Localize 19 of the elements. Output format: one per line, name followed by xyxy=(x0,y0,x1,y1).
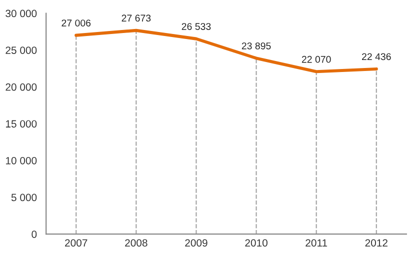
data-label: 22 070 xyxy=(302,56,331,63)
data-label: 23 895 xyxy=(242,42,271,50)
y-tick-label: 5 000 xyxy=(11,194,37,202)
data-label: 22 436 xyxy=(362,53,391,60)
data-label: 27 673 xyxy=(122,14,151,22)
x-tick-label: 2012 xyxy=(365,239,388,247)
y-tick-label: 30 000 xyxy=(6,10,37,18)
data-label: 26 533 xyxy=(182,23,211,30)
y-tick-label: 20 000 xyxy=(6,83,37,91)
x-tick-label: 2010 xyxy=(245,239,268,247)
y-tick-label: 25 000 xyxy=(6,46,37,54)
x-tick-label: 2009 xyxy=(185,239,208,247)
y-tick-label: 0 xyxy=(32,230,37,238)
y-tick-label: 10 000 xyxy=(6,156,37,164)
y-tick-label: 15 000 xyxy=(6,120,37,128)
data-label: 27 006 xyxy=(62,20,91,26)
x-tick-label: 2008 xyxy=(125,239,148,247)
x-tick-label: 2011 xyxy=(306,239,328,247)
x-tick-label: 2007 xyxy=(65,239,88,247)
